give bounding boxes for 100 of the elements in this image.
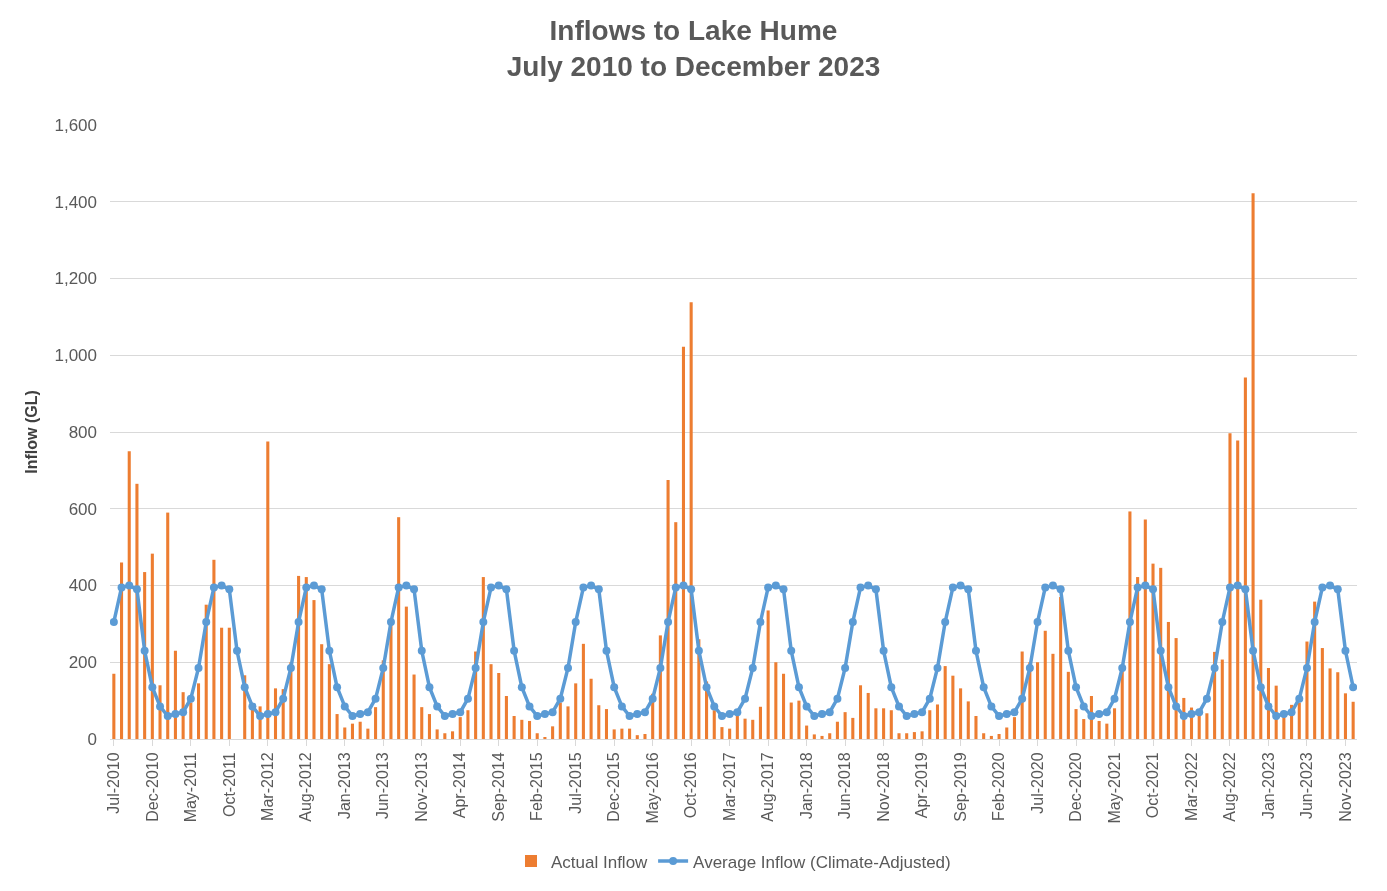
x-tick-label: May-2016 (643, 752, 661, 824)
bar (920, 731, 924, 739)
bar (666, 479, 670, 739)
bar (935, 704, 940, 739)
bar (512, 715, 516, 739)
x-tick-label: Nov-2023 (1336, 752, 1354, 822)
bar (220, 627, 224, 739)
bar (820, 735, 824, 739)
bar (612, 729, 616, 739)
y-tick-label: 400 (68, 576, 97, 596)
x-tick-label: Jun-2013 (374, 752, 392, 820)
bar (358, 721, 362, 739)
bar (943, 666, 947, 739)
bar (951, 675, 955, 739)
bar (327, 664, 331, 739)
bar (989, 735, 993, 739)
y-tick-label: 1,600 (54, 115, 97, 135)
bar (374, 707, 378, 739)
bar (1082, 719, 1086, 739)
bar (566, 706, 570, 739)
x-tick-label: Dec-2010 (143, 752, 161, 822)
bar (196, 683, 201, 739)
bar (620, 728, 624, 739)
bar (851, 717, 855, 739)
bar (843, 712, 847, 739)
bar (635, 735, 639, 739)
x-tick-label: Mar-2017 (720, 752, 738, 821)
x-tick-label: May-2021 (1105, 752, 1123, 824)
x-tick-label: May-2011 (182, 752, 200, 823)
x-tick-label: Mar-2022 (1182, 752, 1200, 821)
x-tick-label: Aug-2017 (759, 752, 777, 822)
x-tick-label: Jan-2018 (797, 752, 815, 820)
bar (928, 710, 932, 739)
bar (420, 707, 424, 739)
bar (443, 733, 447, 739)
bar (335, 714, 339, 739)
bar (366, 728, 370, 739)
bar (974, 715, 978, 739)
x-tick-label: Oct-2021 (1144, 752, 1162, 819)
bar (1205, 713, 1209, 739)
bar (581, 643, 585, 739)
bar (312, 600, 316, 739)
x-tick-label: Oct-2016 (682, 752, 700, 819)
bar (1105, 723, 1109, 739)
y-tick-label: 1,400 (54, 192, 97, 212)
x-tick-label: Jan-2023 (1259, 752, 1277, 820)
bar (404, 606, 408, 739)
bar (1351, 701, 1355, 739)
bar (758, 706, 762, 739)
bar (966, 701, 970, 739)
x-tick-label: Jul-2015 (566, 752, 584, 814)
bar (1343, 693, 1347, 739)
bar (451, 731, 455, 739)
y-tick-label: 1,000 (54, 346, 97, 366)
x-tick-label: Jun-2018 (836, 752, 854, 820)
bar (789, 702, 793, 739)
bar (781, 673, 786, 739)
bar (1059, 597, 1063, 739)
x-tick-label: Feb-2015 (528, 752, 546, 821)
bar (982, 733, 986, 739)
bar (520, 719, 524, 739)
x-tick-label: Jul-2020 (1028, 752, 1046, 814)
bar (497, 673, 501, 739)
x-tick-label: Dec-2020 (1067, 752, 1085, 822)
bar (1328, 668, 1332, 739)
bar (589, 678, 593, 739)
x-tick-label: Jun-2023 (1298, 752, 1316, 820)
x-tick-label: Sep-2019 (951, 752, 969, 822)
x-tick-label: Nov-2013 (412, 752, 430, 822)
bar (412, 674, 416, 739)
bar (835, 721, 839, 739)
bar (1336, 672, 1340, 739)
bar (1043, 630, 1047, 739)
bar (828, 733, 832, 739)
x-tick-label: Feb-2020 (990, 752, 1008, 821)
bar (1220, 659, 1224, 739)
bar (1036, 662, 1040, 739)
x-tick-label: Jul-2010 (105, 752, 123, 814)
bar (797, 700, 801, 739)
bar (1074, 709, 1078, 739)
x-tick-label: Aug-2022 (1221, 752, 1239, 822)
bar (551, 726, 555, 739)
bar (320, 644, 324, 739)
bar (997, 734, 1001, 739)
bar (112, 673, 116, 739)
bar (535, 733, 539, 739)
bar (866, 692, 870, 739)
bar (489, 664, 493, 739)
y-tick-label: 800 (68, 422, 97, 442)
bar (720, 727, 724, 739)
bar (897, 733, 901, 739)
bar (466, 710, 470, 739)
bar (504, 696, 508, 739)
bar (766, 610, 770, 739)
bar (912, 732, 916, 739)
x-tick-label: Sep-2014 (489, 752, 507, 822)
bar (774, 662, 778, 739)
bar (1112, 708, 1117, 739)
bar (527, 720, 532, 739)
y-tick-label: 600 (68, 499, 97, 519)
